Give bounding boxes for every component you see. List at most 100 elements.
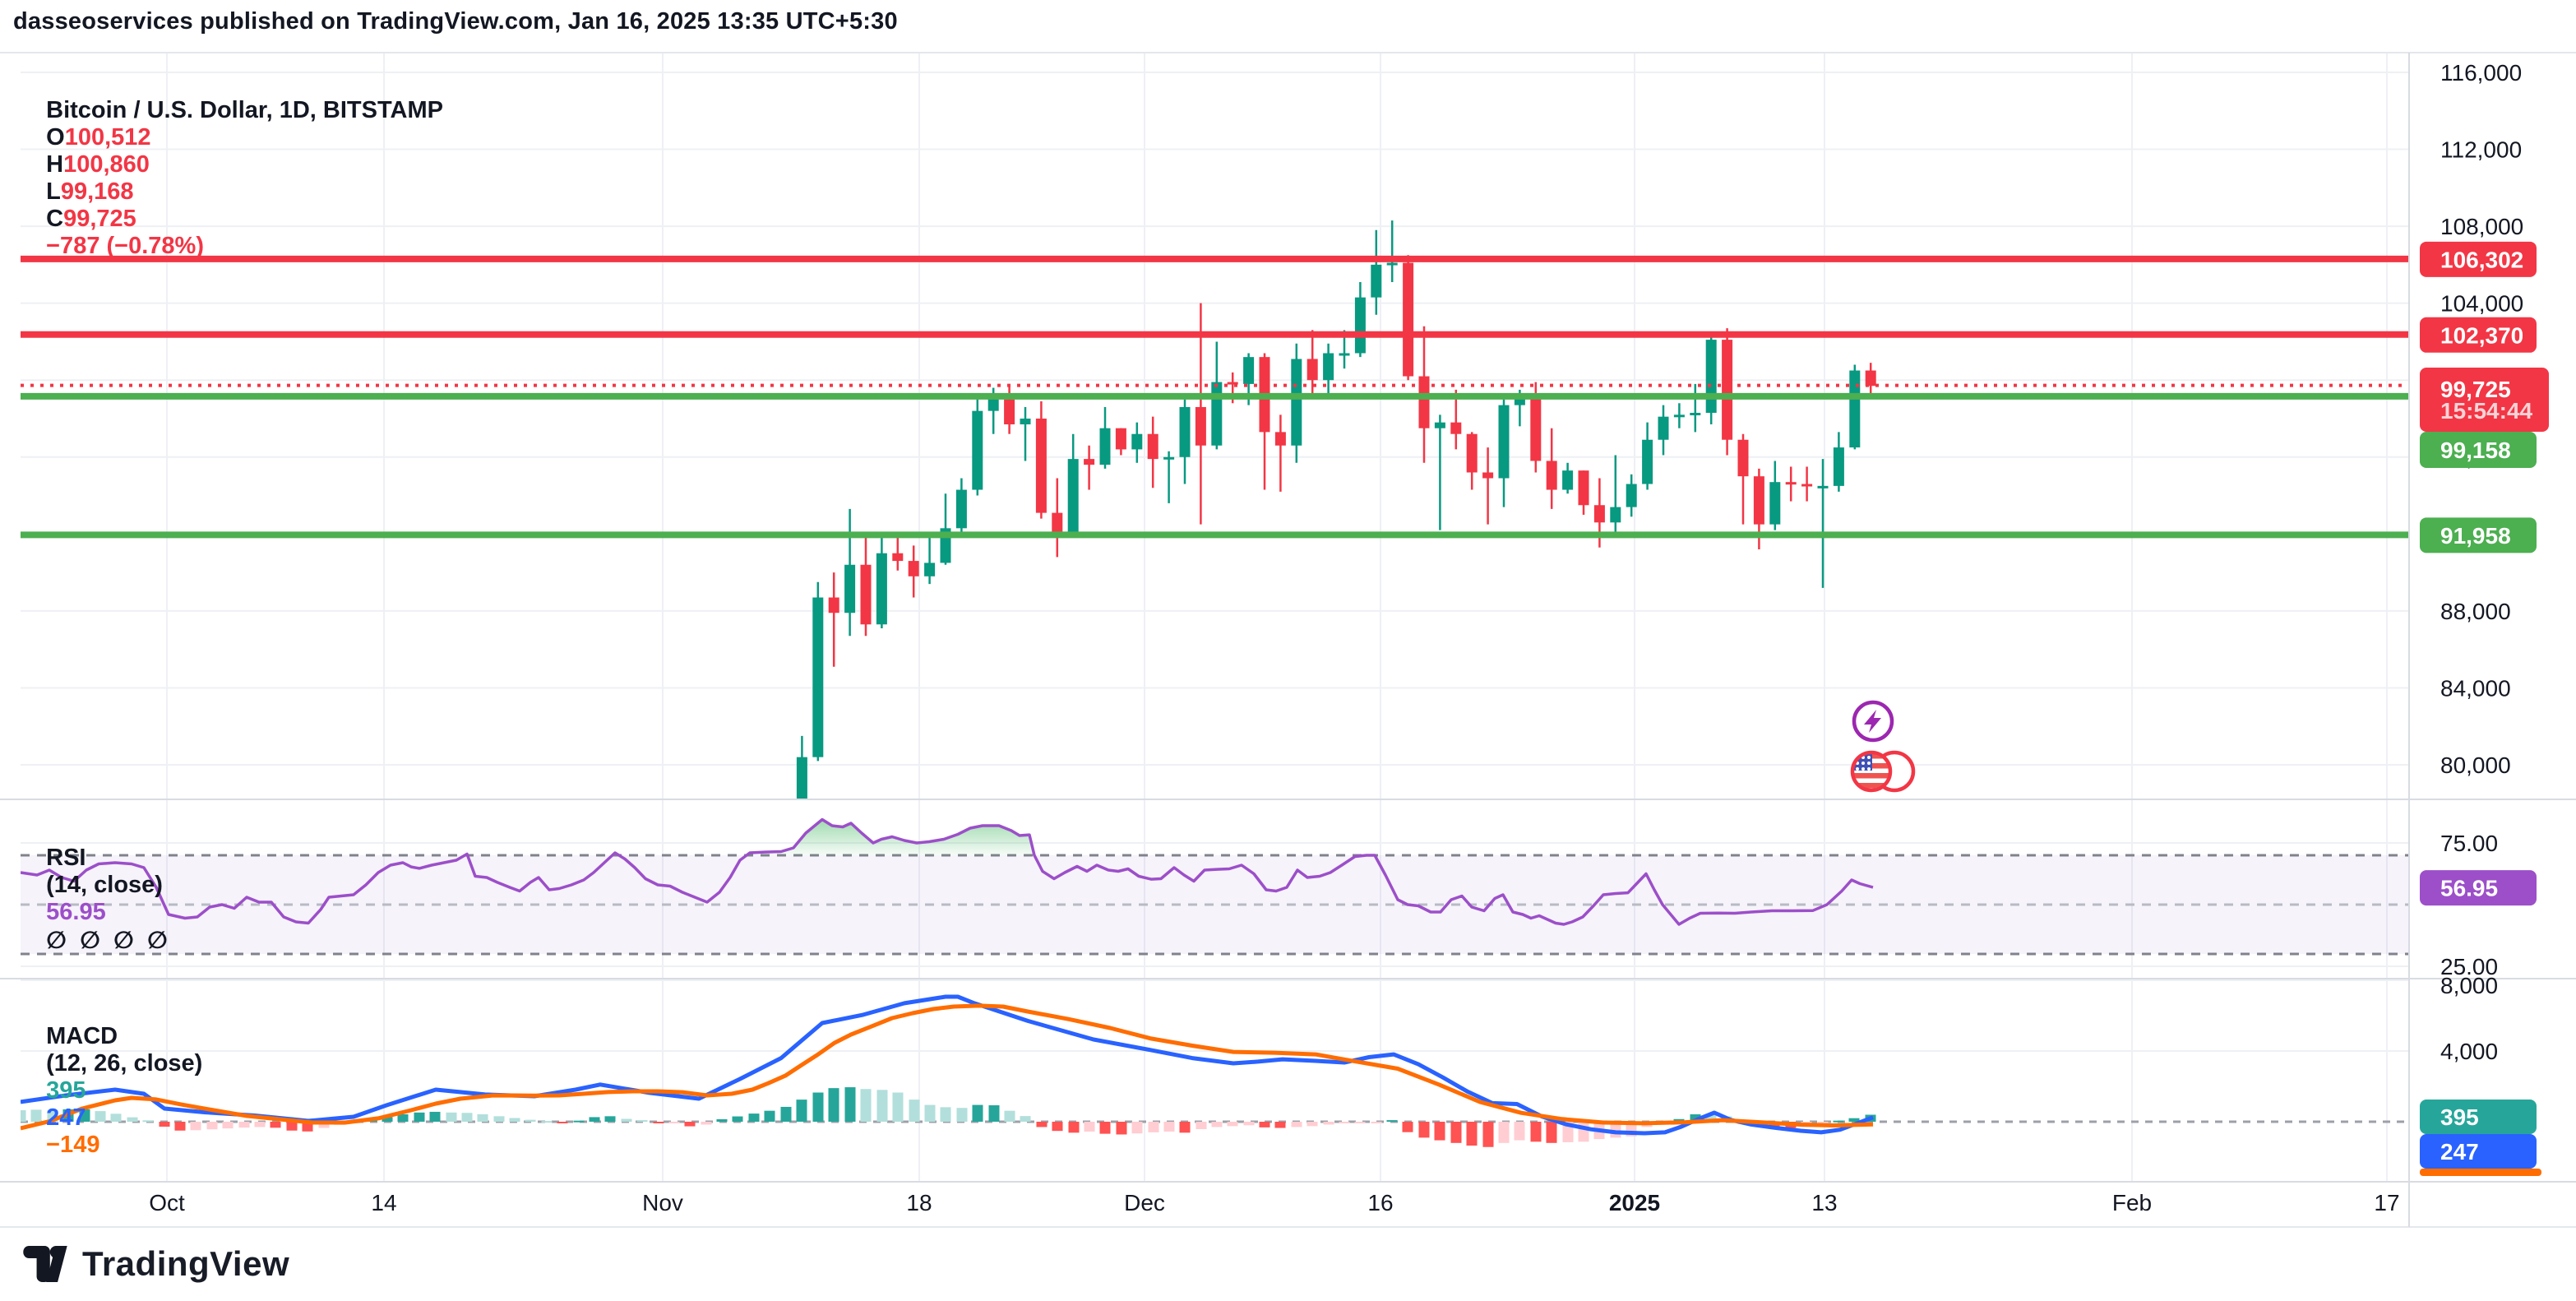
macd-histogram-bar: [238, 1122, 250, 1128]
macd-histogram-bar: [1848, 1118, 1860, 1122]
rsi-value: 56.95: [46, 899, 106, 925]
candle: [1610, 507, 1621, 523]
macd-histogram-bar: [828, 1088, 839, 1122]
candle: [1115, 428, 1126, 450]
badge-countdown: [2420, 368, 2549, 432]
macd-histogram-bar: [446, 1112, 457, 1122]
svg-text:15:54:44: 15:54:44: [2440, 398, 2533, 424]
candle: [1163, 456, 1175, 460]
time-axis-label: 2025: [1609, 1190, 1660, 1215]
macd-histogram-bar: [1418, 1122, 1430, 1138]
candle: [1434, 422, 1445, 428]
svg-text:84,000: 84,000: [2440, 675, 2511, 701]
tradingview-attribution[interactable]: TradingView: [21, 1240, 289, 1288]
macd-histogram-bar: [318, 1122, 330, 1128]
candle: [796, 757, 807, 799]
symbol-title[interactable]: Bitcoin / U.S. Dollar, 1D, BITSTAMP: [46, 97, 443, 123]
candle: [860, 564, 872, 625]
candle: [1658, 416, 1669, 440]
macd-histogram-bar: [382, 1117, 393, 1122]
macd-histogram-bar: [525, 1119, 536, 1122]
time-axis-label: Nov: [642, 1190, 683, 1215]
badge-99,158: [2420, 432, 2537, 468]
rsi-status-line[interactable]: RSI (14, close) 56.95 ∅ ∅ ∅ ∅: [33, 817, 174, 955]
macd-histogram-bar: [701, 1122, 712, 1125]
macd-histogram-bar: [557, 1122, 568, 1123]
macd-histogram-bar: [1402, 1122, 1413, 1132]
macd-histogram-bar: [876, 1090, 888, 1122]
rsi-pane[interactable]: [21, 842, 2409, 967]
candle: [1418, 376, 1430, 428]
candle: [1195, 406, 1206, 446]
candle: [1099, 428, 1111, 465]
candle: [1578, 470, 1589, 506]
macd-histogram-bar: [95, 1111, 106, 1122]
svg-text:88,000: 88,000: [2440, 599, 2511, 624]
time-axis-label: 18: [906, 1190, 932, 1215]
macd-histogram-bar: [286, 1122, 298, 1131]
candle: [1131, 433, 1143, 450]
time-axis[interactable]: Oct 14 Nov 18 Dec 16 2025 13 Feb 17: [149, 1190, 2399, 1215]
badge-102,370: [2420, 317, 2537, 353]
macd-histogram-bar: [1227, 1122, 1238, 1127]
macd-histogram-bar: [1004, 1110, 1015, 1122]
macd-pane[interactable]: [16, 979, 2410, 1147]
macd-signal-value: −149: [46, 1132, 100, 1158]
macd-histogram-bar: [621, 1118, 632, 1122]
macd-histogram-bar: [1323, 1122, 1334, 1125]
rsi-line[interactable]: [21, 817, 1874, 926]
rsi-params: (14, close): [46, 872, 163, 898]
macd-histogram-bar: [1530, 1122, 1542, 1142]
rsi-title[interactable]: RSI: [46, 845, 86, 871]
candle: [1562, 470, 1574, 490]
candle: [1067, 459, 1079, 536]
event-markers[interactable]: [1850, 700, 1916, 793]
macd-histogram-bar: [796, 1100, 807, 1122]
macd-histogram-value: 395: [46, 1077, 86, 1104]
symbol-status-line[interactable]: Bitcoin / U.S. Dollar, 1D, BITSTAMP O100…: [33, 70, 455, 260]
macd-status-line[interactable]: MACD (12, 26, close) 395 247 −149: [33, 996, 214, 1159]
macd-histogram-bar: [1148, 1122, 1159, 1132]
vertical-gridlines: [166, 53, 2388, 1182]
macd-histogram-bar: [716, 1118, 728, 1122]
badge-247: [2420, 1134, 2537, 1169]
macd-histogram-bar: [1690, 1113, 1701, 1122]
macd-histogram-bar: [206, 1122, 218, 1130]
open-label: O: [46, 124, 65, 150]
macd-histogram-bar: [461, 1113, 473, 1122]
macd-histogram-bar: [1371, 1122, 1382, 1123]
macd-histogram-bar: [1817, 1122, 1829, 1125]
macd-histogram-bar: [1450, 1122, 1462, 1143]
candle: [1546, 461, 1557, 490]
rsi-empty-params: ∅ ∅ ∅ ∅: [46, 928, 168, 954]
candle: [1147, 433, 1159, 460]
candle: [876, 553, 887, 625]
svg-text:247: 247: [2440, 1139, 2479, 1164]
badge-395: [2420, 1100, 2537, 1134]
price-levels[interactable]: [21, 255, 2409, 539]
candle: [1179, 406, 1191, 457]
candle: [955, 489, 967, 529]
candle: [1020, 419, 1031, 425]
price-scale[interactable]: 116,000112,000108,000104,000100,00096,00…: [2440, 60, 2523, 1064]
time-axis-label: Dec: [1124, 1190, 1165, 1215]
candle: [892, 553, 904, 562]
macd-title[interactable]: MACD: [46, 1023, 118, 1049]
low-value: 99,168: [60, 178, 134, 205]
macd-histogram-bar: [604, 1116, 616, 1122]
macd-histogram-bar: [270, 1122, 281, 1128]
macd-histogram-bar: [477, 1113, 488, 1122]
candle: [972, 410, 983, 490]
close-value: 99,725: [63, 206, 136, 232]
macd-histogram-bar: [79, 1109, 90, 1122]
macd-histogram-bar: [21, 1110, 26, 1122]
macd-histogram-bar: [1514, 1122, 1525, 1141]
macd-histogram-bar: [174, 1122, 186, 1131]
svg-text:8,000: 8,000: [2440, 973, 2498, 998]
badge-signal-edge: [2420, 1169, 2541, 1176]
candles-layer[interactable]: [781, 220, 1876, 832]
macd-histogram-bar: [302, 1122, 313, 1132]
